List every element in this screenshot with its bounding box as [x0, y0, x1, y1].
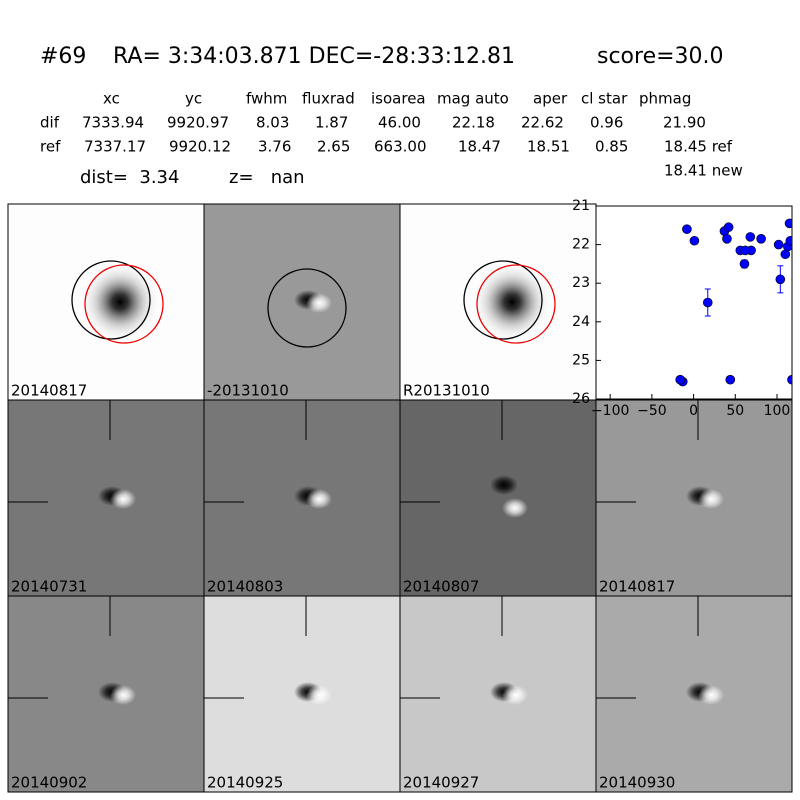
panel-label: R20131010 — [403, 382, 490, 400]
table-cell: 7333.94 — [82, 114, 144, 132]
point — [775, 274, 786, 285]
point — [682, 224, 692, 234]
points — [675, 218, 792, 387]
y-tick-label: 22 — [572, 237, 590, 253]
table-cell: 0.85 — [595, 138, 628, 156]
table-cell: 18.51 — [527, 138, 570, 156]
dipole-light — [306, 293, 332, 313]
column-header: fluxrad — [302, 90, 355, 108]
table-cell: 18.47 — [458, 138, 501, 156]
dipole-light — [306, 685, 332, 705]
column-header: cl star — [581, 90, 628, 108]
table-cell: 7337.17 — [84, 138, 146, 156]
point — [722, 234, 732, 244]
point — [739, 259, 750, 269]
column-header: fwhm — [246, 90, 287, 108]
table-cell: 0.96 — [590, 114, 623, 132]
dipole-light — [698, 489, 724, 509]
redshift: z= nan — [229, 167, 305, 188]
column-header: mag auto — [437, 90, 509, 108]
dipole-light — [110, 489, 136, 509]
panel-label: -20131010 — [207, 382, 289, 400]
panel-label: 20140817 — [599, 578, 675, 596]
table-cell: 22.18 — [452, 114, 495, 132]
column-header: xc — [103, 90, 120, 108]
point — [740, 245, 751, 256]
aperture — [84, 264, 164, 344]
y-tick-label: 24 — [572, 314, 590, 330]
source-blob — [80, 262, 160, 342]
row-label: dif — [40, 114, 60, 132]
aperture — [267, 268, 347, 348]
table-cell: 9920.97 — [167, 114, 229, 132]
x-tick-label: −50 — [637, 403, 667, 419]
table-cell: 3.76 — [258, 138, 291, 156]
x-tick-label: 0 — [689, 403, 698, 419]
column-header: phmag — [639, 90, 691, 108]
point — [785, 235, 792, 246]
column-header: aper — [533, 90, 568, 108]
panel-label: 20140807 — [403, 578, 479, 596]
point — [675, 374, 686, 385]
dipole-light — [502, 685, 528, 705]
point — [773, 239, 784, 250]
dipole-dark — [490, 475, 518, 495]
panel-label: 20140731 — [11, 578, 87, 596]
panel-label: 20140902 — [11, 774, 87, 792]
point — [745, 232, 756, 242]
x-tick-label: 50 — [726, 403, 744, 419]
panel-label: 20140817 — [11, 382, 87, 400]
x-tick-label: 100 — [764, 403, 791, 419]
phmag-new: 18.41 new — [664, 162, 743, 180]
y-tick-label: 25 — [572, 352, 590, 368]
y-tick-label: 21 — [572, 198, 590, 214]
row-label: ref — [40, 138, 61, 156]
panel-label: 20140925 — [207, 774, 283, 792]
point — [689, 235, 700, 246]
dipole-light — [110, 685, 136, 705]
point — [723, 222, 734, 233]
x-tick-label: −100 — [591, 403, 629, 419]
point — [725, 374, 736, 385]
coords: RA= 3:34:03.871 DEC=-28:33:12.81 — [113, 44, 515, 69]
table-cell: 8.03 — [256, 114, 289, 132]
table-cell: 663.00 — [374, 138, 427, 156]
point — [702, 297, 713, 308]
panel-label: 20140930 — [599, 774, 675, 792]
panel-image — [399, 399, 597, 597]
dipole-light — [698, 685, 724, 705]
dipole-light — [502, 498, 528, 518]
panel-label: 20140803 — [207, 578, 283, 596]
point — [784, 218, 792, 229]
table-cell: 1.87 — [315, 114, 348, 132]
source-blob — [472, 262, 552, 342]
column-header: yc — [185, 90, 202, 108]
aperture — [71, 260, 151, 340]
table-cell: 21.90 — [663, 114, 706, 132]
column-header: isoarea — [371, 90, 426, 108]
y-tick-label: 26 — [572, 391, 590, 407]
dist: dist= 3.34 — [80, 167, 179, 188]
aperture — [463, 260, 543, 340]
table-cell: 22.62 — [521, 114, 564, 132]
point — [756, 234, 766, 244]
dipole-light — [306, 489, 332, 509]
table-cell: 46.00 — [378, 114, 421, 132]
table-cell: 9920.12 — [169, 138, 231, 156]
aperture — [476, 264, 556, 344]
object-id: #69 — [40, 44, 86, 69]
panel-label: 20140927 — [403, 774, 479, 792]
point — [787, 374, 792, 385]
y-tick-label: 23 — [572, 275, 590, 291]
table-cell: 18.45 ref — [664, 138, 733, 156]
table-cell: 2.65 — [317, 138, 350, 156]
score: score=30.0 — [597, 44, 724, 69]
